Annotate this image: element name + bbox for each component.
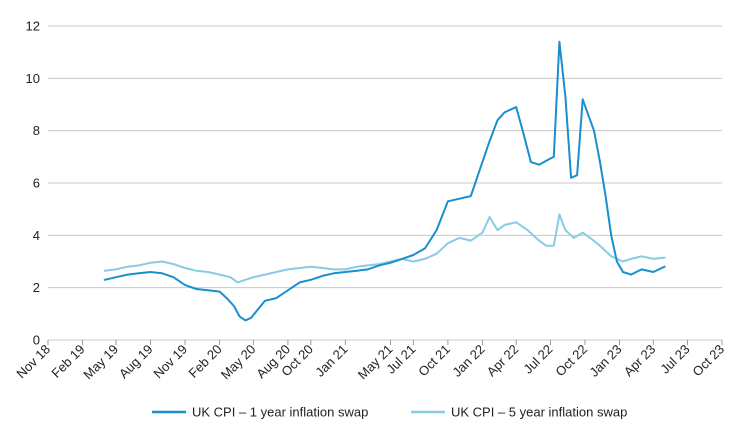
y-tick-label: 10 [26,71,40,86]
x-tick-label: Feb 20 [185,342,224,381]
y-tick-label: 0 [33,333,40,348]
y-gridlines [48,25,722,341]
y-tick-label: 6 [33,176,40,191]
x-tick-label: Apr 22 [484,342,522,380]
y-axis-tick-labels: 0 2 4 6 8 10 12 [26,19,40,348]
x-tick-label: Apr 23 [621,342,659,380]
legend-label-5y: UK CPI – 5 year inflation swap [451,405,627,420]
y-tick-label: 2 [33,280,40,295]
y-tick-label: 8 [33,123,40,138]
y-tick-label: 12 [26,19,40,34]
series-line-1y-swap [103,40,666,322]
chart-series [103,40,666,322]
x-tick-label: May 20 [218,342,259,383]
x-tick-label: Oct 21 [415,342,453,380]
legend-label-1y: UK CPI – 1 year inflation swap [192,405,368,420]
x-tick-label: Jan 21 [312,342,350,380]
x-tick-label: Feb 19 [48,342,87,381]
x-tick-label: Jan 22 [449,342,487,380]
series-line-5y-swap [103,213,666,284]
x-tick-label: Oct 22 [552,342,590,380]
y-tick-label: 4 [33,228,40,243]
x-tick-label: Aug 19 [116,342,156,382]
x-tick-label: Jan 23 [586,342,624,380]
x-tick-label: Jul 22 [520,342,555,377]
x-tick-label: Nov 19 [150,342,190,382]
x-tick-label: May 19 [80,342,121,383]
legend: UK CPI – 1 year inflation swap UK CPI – … [152,405,627,420]
x-tick-label: Jul 23 [657,342,692,377]
x-tick-label: Oct 23 [689,342,727,380]
